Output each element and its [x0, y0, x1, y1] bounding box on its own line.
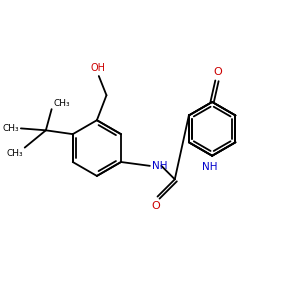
Text: CH₃: CH₃ — [6, 148, 23, 158]
Text: O: O — [151, 201, 160, 212]
Text: CH₃: CH₃ — [2, 124, 19, 133]
Text: CH₃: CH₃ — [53, 99, 70, 108]
Text: OH: OH — [90, 63, 105, 73]
Text: O: O — [214, 67, 222, 77]
Text: NH: NH — [152, 161, 167, 171]
Text: NH: NH — [202, 161, 218, 172]
